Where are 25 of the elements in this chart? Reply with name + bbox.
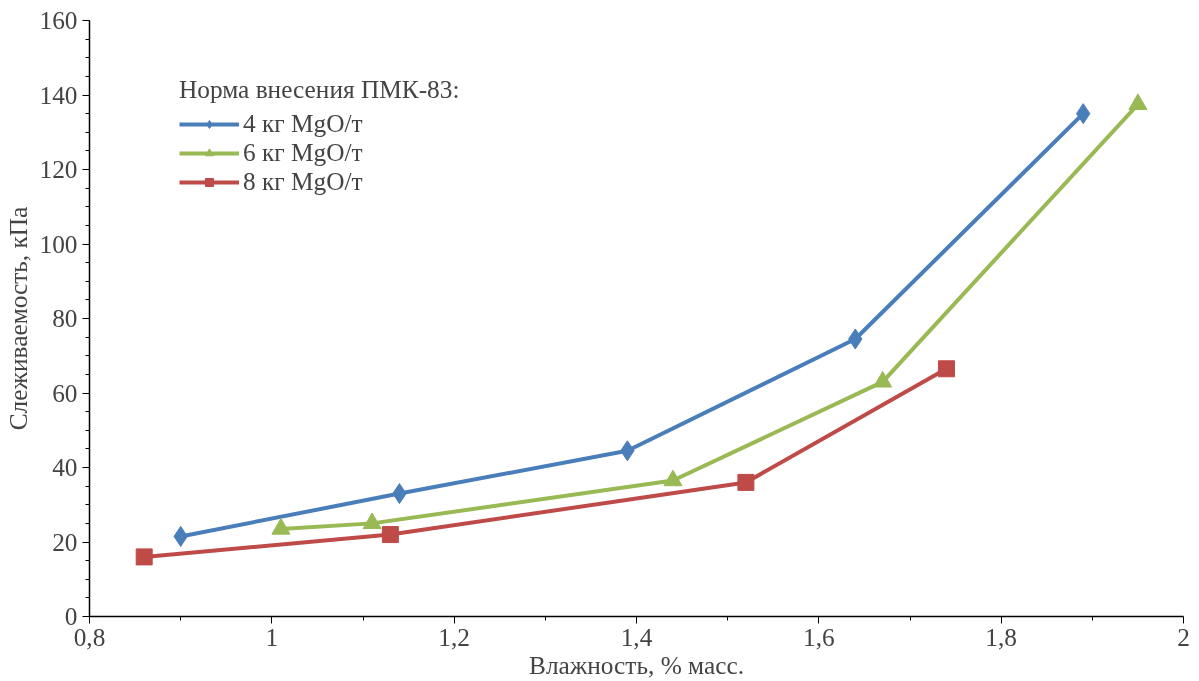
y-tick-label: 160	[39, 6, 78, 34]
point	[135, 548, 153, 566]
x-tick-label: 2	[1177, 622, 1190, 651]
x-tick-label: 1,2	[438, 622, 471, 651]
x-tick-label: 1,4	[620, 622, 653, 651]
y-tick-label: 100	[39, 229, 78, 258]
y-tick-label: 20	[52, 527, 78, 556]
x-tick-label: 1	[265, 622, 279, 651]
y-axis-title: Слеживаемость, кПа	[3, 206, 32, 431]
legend-label: 4 кг MgO/т	[243, 109, 363, 138]
y-tick-label: 80	[52, 304, 78, 332]
x-tick-label: 1,8	[985, 622, 1018, 651]
point	[381, 526, 399, 544]
x-axis-title: Влажность, % масс.	[529, 650, 744, 679]
legend-label: 6 кг MgO/т	[243, 138, 363, 167]
y-tick-label: 0	[64, 602, 78, 630]
legend-title: Норма внесения ПМК-83:	[179, 75, 460, 104]
x-tick-label: 1,6	[803, 622, 835, 651]
point	[937, 360, 955, 378]
y-tick-label: 60	[52, 378, 78, 407]
point	[737, 473, 755, 491]
y-tick-label: 140	[39, 80, 78, 109]
legend-label: 8 кг MgO/т	[243, 167, 363, 196]
y-tick-label: 40	[52, 453, 78, 481]
y-tick-label: 120	[39, 155, 78, 183]
